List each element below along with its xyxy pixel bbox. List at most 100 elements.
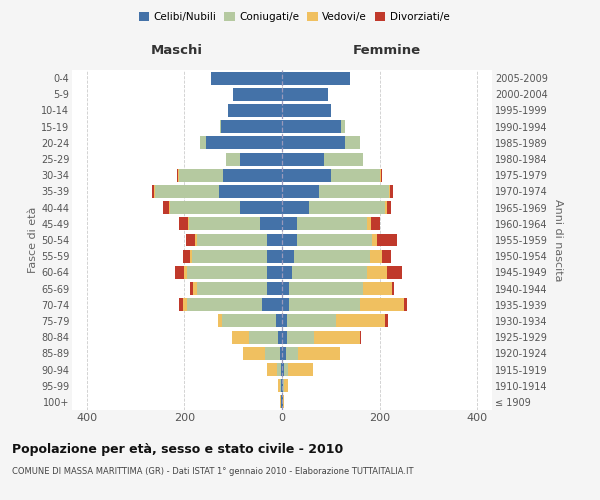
- Bar: [282, 396, 283, 408]
- Bar: [336, 314, 385, 328]
- Bar: [287, 314, 336, 328]
- Bar: [186, 234, 195, 246]
- Bar: [179, 169, 223, 181]
- Bar: [373, 234, 377, 246]
- Bar: [175, 266, 184, 279]
- Bar: [226, 152, 241, 166]
- Bar: [404, 298, 407, 311]
- Bar: [281, 379, 282, 392]
- Bar: [211, 72, 282, 85]
- Bar: [387, 201, 391, 214]
- Bar: [346, 136, 360, 149]
- Bar: [282, 347, 286, 360]
- Y-axis label: Anni di nascita: Anni di nascita: [553, 198, 563, 281]
- Bar: [360, 298, 404, 311]
- Legend: Celibi/Nubili, Coniugati/e, Vedovi/e, Divorziati/e: Celibi/Nubili, Coniugati/e, Vedovi/e, Di…: [134, 8, 454, 26]
- Bar: [282, 234, 296, 246]
- Text: Popolazione per età, sesso e stato civile - 2010: Popolazione per età, sesso e stato civil…: [12, 442, 343, 456]
- Bar: [280, 396, 281, 408]
- Bar: [221, 120, 282, 133]
- Bar: [233, 88, 282, 101]
- Bar: [184, 266, 187, 279]
- Bar: [296, 234, 373, 246]
- Bar: [282, 136, 346, 149]
- Bar: [155, 185, 218, 198]
- Bar: [178, 169, 179, 181]
- Bar: [377, 234, 397, 246]
- Bar: [282, 266, 292, 279]
- Bar: [265, 347, 280, 360]
- Bar: [183, 298, 187, 311]
- Bar: [282, 104, 331, 117]
- Bar: [267, 363, 277, 376]
- Bar: [341, 120, 344, 133]
- Bar: [281, 363, 282, 376]
- Bar: [241, 201, 282, 214]
- Bar: [154, 185, 155, 198]
- Bar: [284, 379, 288, 392]
- Bar: [232, 330, 249, 344]
- Bar: [292, 266, 367, 279]
- Text: Maschi: Maschi: [151, 44, 203, 57]
- Bar: [282, 379, 283, 392]
- Bar: [289, 282, 362, 295]
- Bar: [323, 152, 362, 166]
- Bar: [294, 250, 370, 262]
- Bar: [189, 218, 260, 230]
- Bar: [280, 347, 282, 360]
- Bar: [188, 218, 189, 230]
- Bar: [314, 330, 360, 344]
- Bar: [218, 314, 223, 328]
- Bar: [282, 250, 294, 262]
- Bar: [362, 282, 392, 295]
- Bar: [385, 314, 388, 328]
- Bar: [282, 314, 287, 328]
- Text: Femmine: Femmine: [353, 44, 421, 57]
- Bar: [223, 169, 282, 181]
- Bar: [391, 185, 393, 198]
- Bar: [282, 88, 328, 101]
- Bar: [309, 201, 385, 214]
- Bar: [319, 185, 389, 198]
- Bar: [170, 201, 241, 214]
- Bar: [206, 136, 282, 149]
- Bar: [286, 347, 298, 360]
- Bar: [360, 330, 361, 344]
- Bar: [187, 266, 268, 279]
- Bar: [276, 314, 282, 328]
- Bar: [223, 314, 276, 328]
- Bar: [268, 234, 282, 246]
- Bar: [370, 250, 382, 262]
- Bar: [282, 169, 331, 181]
- Bar: [268, 282, 282, 295]
- Bar: [282, 218, 296, 230]
- Bar: [280, 379, 281, 392]
- Bar: [371, 218, 380, 230]
- Bar: [331, 169, 380, 181]
- Bar: [380, 169, 382, 181]
- Bar: [283, 396, 284, 408]
- Bar: [392, 282, 394, 295]
- Bar: [249, 330, 278, 344]
- Y-axis label: Fasce di età: Fasce di età: [28, 207, 38, 273]
- Bar: [179, 298, 183, 311]
- Bar: [367, 218, 371, 230]
- Bar: [283, 379, 284, 392]
- Bar: [152, 185, 154, 198]
- Bar: [191, 250, 268, 262]
- Bar: [282, 72, 350, 85]
- Bar: [193, 282, 197, 295]
- Bar: [163, 201, 169, 214]
- Bar: [282, 152, 323, 166]
- Bar: [289, 298, 360, 311]
- Bar: [220, 120, 221, 133]
- Bar: [218, 185, 282, 198]
- Bar: [298, 347, 340, 360]
- Bar: [385, 201, 387, 214]
- Bar: [278, 330, 282, 344]
- Bar: [197, 282, 268, 295]
- Bar: [282, 201, 309, 214]
- Bar: [195, 234, 197, 246]
- Bar: [243, 347, 265, 360]
- Bar: [277, 363, 281, 376]
